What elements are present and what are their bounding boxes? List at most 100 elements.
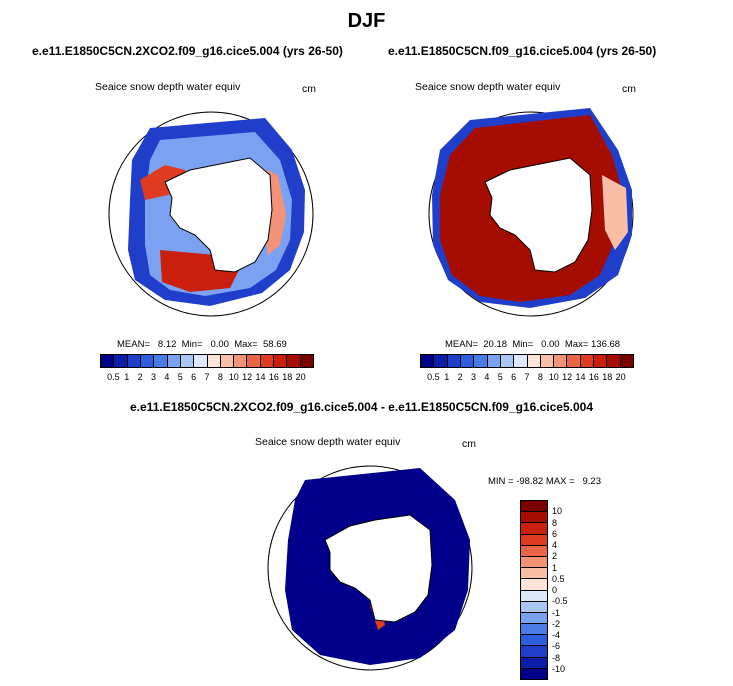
colorbar-swatch [140, 355, 155, 367]
colorbar-label: -1 [552, 607, 561, 618]
colorbar-swatch [127, 355, 141, 367]
colorbar-swatch [521, 635, 547, 647]
colorbar-label: 16 [588, 372, 599, 382]
colorbar-label: -4 [552, 630, 561, 640]
colorbar-swatch [567, 355, 581, 367]
colorbar-label: 2 [552, 551, 558, 562]
panel-1-map-boundary [108, 111, 314, 317]
colorbar-label: 12 [242, 372, 253, 382]
colorbar-swatch [220, 355, 235, 367]
colorbar-label: -6 [552, 641, 561, 652]
colorbar-label: 0 [552, 585, 558, 595]
colorbar-swatch [180, 355, 195, 367]
colorbar-label: 20 [615, 372, 626, 382]
colorbar-swatch [521, 590, 547, 602]
colorbar-swatch [421, 355, 435, 367]
panel-1-ice-outer [128, 118, 305, 306]
panel-2-ice-red [440, 115, 622, 302]
colorbar-label: 8 [537, 372, 543, 382]
panel-1-colorbar-labels: 0.5 1 2 3 4 5 6 7 8 10 12 14 16 18 20 [100, 372, 314, 384]
colorbar-swatch [580, 355, 595, 367]
colorbar-label: -2 [552, 618, 561, 629]
colorbar-swatch [474, 355, 488, 367]
panel-1-title: e.e11.E1850C5CN.2XCO2.f09_g16.cice5.004 … [32, 44, 343, 58]
panel-1-ice-mid [145, 132, 292, 296]
colorbar-swatch [521, 579, 547, 591]
colorbar-swatch [521, 668, 547, 679]
panel-3-units: cm [462, 438, 476, 450]
colorbar-label: 4 [552, 540, 558, 550]
colorbar-label: 5 [177, 372, 183, 382]
colorbar-label: 6 [191, 372, 197, 382]
colorbar-label: 10 [228, 372, 239, 382]
colorbar-label: 0.5 [107, 372, 120, 382]
colorbar-swatch [554, 355, 568, 367]
panel-3-red-spot [370, 605, 385, 630]
colorbar-label: 10 [548, 372, 559, 382]
colorbar-label: 8 [217, 372, 223, 382]
colorbar-swatch [434, 355, 448, 367]
colorbar-swatch [521, 657, 547, 669]
colorbar-swatch [521, 501, 547, 513]
colorbar-label: 6 [511, 372, 517, 382]
panel-2-colorbar [420, 354, 634, 368]
panel-3-map-boundary [267, 465, 473, 671]
colorbar-label: -10 [552, 663, 566, 674]
colorbar-swatch [521, 568, 547, 580]
colorbar-swatch [620, 355, 633, 367]
colorbar-swatch [607, 355, 621, 367]
panel-2-ice-outer [432, 108, 632, 308]
panel-3-ice-diff [285, 468, 470, 665]
colorbar-swatch [594, 355, 608, 367]
panel-2-map-boundary [428, 111, 634, 317]
colorbar-label: 4 [164, 372, 170, 382]
colorbar-swatch [521, 545, 547, 557]
colorbar-swatch [207, 355, 221, 367]
panel-1-variable: Seaice snow depth water equiv [95, 81, 241, 93]
colorbar-label: 0.5 [427, 372, 440, 382]
colorbar-label: 0.5 [552, 573, 565, 584]
colorbar-label: 4 [484, 372, 490, 382]
panel-3-colorbar-labels: 10 8 6 4 2 1 0.5 0 -0.5 -1 -2 -4 -6 -8 -10 [552, 500, 582, 680]
colorbar-label: -8 [552, 652, 561, 663]
colorbar-swatch [154, 355, 168, 367]
colorbar-swatch [194, 355, 208, 367]
panel-2-colorbar-labels: 0.5 1 2 3 4 5 6 7 8 10 12 14 16 18 20 [420, 372, 634, 384]
colorbar-swatch [300, 355, 313, 367]
panel-2-antarctica [484, 157, 593, 273]
colorbar-swatch [500, 355, 515, 367]
colorbar-label: 2 [457, 372, 463, 382]
colorbar-swatch [447, 355, 461, 367]
panel-2-variable: Seaice snow depth water equiv [415, 81, 561, 93]
colorbar-label: -0.5 [552, 596, 568, 607]
colorbar-swatch [287, 355, 301, 367]
colorbar-label: 2 [137, 372, 143, 382]
colorbar-swatch [247, 355, 261, 367]
panel-1-colorbar [100, 354, 314, 368]
colorbar-label: 1 [444, 372, 450, 382]
panel-1-ice-pink [255, 165, 286, 255]
colorbar-swatch [521, 556, 547, 569]
colorbar-label: 16 [268, 372, 279, 382]
colorbar-label: 3 [470, 372, 477, 382]
colorbar-label: 6 [552, 528, 558, 539]
colorbar-label: 18 [602, 372, 613, 382]
colorbar-label: 7 [524, 372, 530, 382]
colorbar-swatch [521, 512, 547, 524]
colorbar-label: 14 [255, 372, 266, 382]
colorbar-swatch [260, 355, 275, 367]
colorbar-swatch [114, 355, 128, 367]
colorbar-label: 14 [575, 372, 586, 382]
colorbar-label: 3 [150, 372, 157, 382]
panel-2-stats: MEAN= 20.18 Min= 0.00 Max= 136.68 [445, 339, 621, 350]
panel-3-stats: MIN = -98.82 MAX = 9.23 [488, 476, 601, 487]
colorbar-label: 5 [497, 372, 503, 382]
colorbar-swatch [487, 355, 501, 367]
panel-2-title: e.e11.E1850C5CN.f09_g16.cice5.004 (yrs 2… [388, 44, 657, 58]
colorbar-swatch [540, 355, 555, 367]
panel-3-title: e.e11.E1850C5CN.2XCO2.f09_g16.cice5.004 … [130, 400, 593, 414]
colorbar-swatch [521, 624, 547, 636]
